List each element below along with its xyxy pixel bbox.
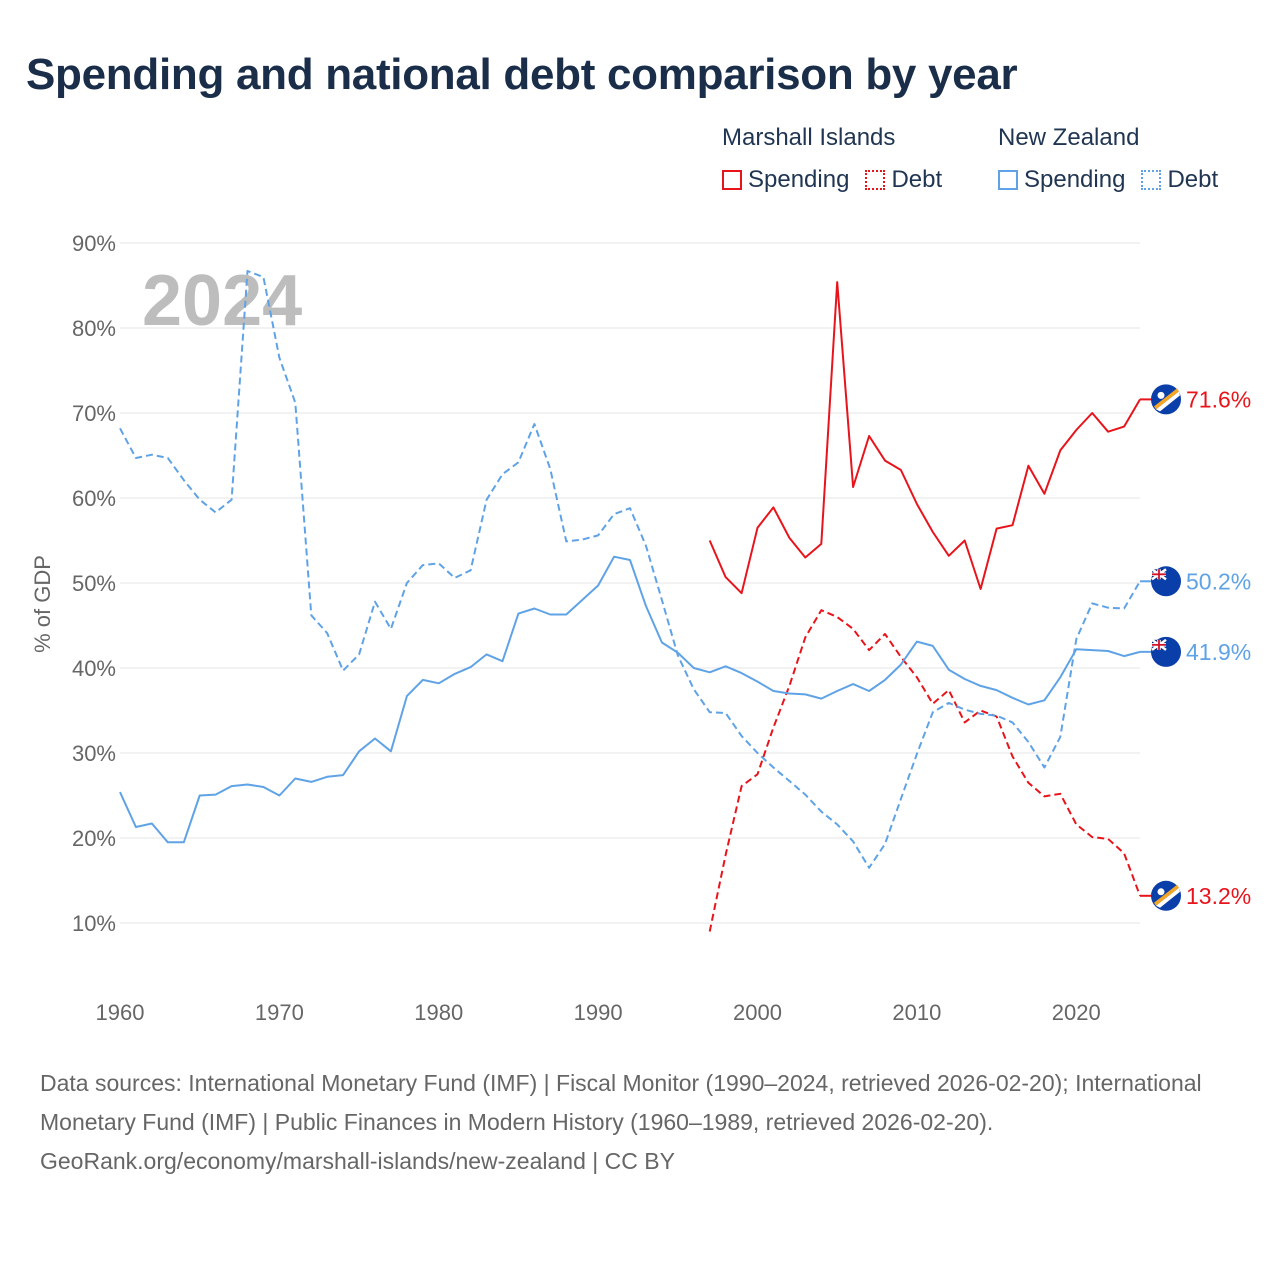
x-axis: 1960 1970 1980 1990 2000 2010 2020 — [96, 1000, 1101, 1025]
legend-item-nz-debt[interactable]: Debt — [1141, 166, 1218, 194]
chart-title: Spending and national debt comparison by… — [26, 50, 1018, 99]
x-tick-label: 1960 — [96, 1000, 145, 1025]
marshall-islands-flag-icon — [1151, 880, 1181, 911]
y-tick-label: 30% — [72, 741, 116, 766]
y-tick-label: 60% — [72, 486, 116, 511]
y-tick-label: 70% — [72, 401, 116, 426]
new-zealand-flag-icon — [1151, 566, 1181, 597]
credit-link[interactable]: GeoRank.org/economy/marshall-islands/new… — [40, 1148, 675, 1174]
legend-new-zealand: New Zealand Spending Debt — [998, 124, 1218, 194]
y-tick-label: 90% — [72, 231, 116, 256]
end-value-label: 13.2% — [1186, 883, 1251, 909]
x-tick-label: 1970 — [255, 1000, 304, 1025]
legend-item-label: Debt — [891, 166, 943, 193]
legend-country-label: Marshall Islands — [722, 124, 896, 151]
grid — [120, 242, 1140, 924]
x-tick-label: 2000 — [733, 1000, 782, 1025]
legend-item-marshall-debt[interactable]: Debt — [865, 166, 942, 194]
solid-swatch-icon — [998, 170, 1018, 190]
x-tick-label: 1980 — [414, 1000, 463, 1025]
line-chart: 2024 10% 20% 30% 40% 50% 60% 70% 80% 90% 1960 197… — [30, 231, 1251, 1025]
solid-swatch-icon — [722, 170, 742, 190]
y-tick-label: 80% — [72, 316, 116, 341]
x-tick-label: 1990 — [574, 1000, 623, 1025]
y-tick-label: 10% — [72, 911, 116, 936]
marshall-islands-flag-icon — [1151, 384, 1181, 415]
footer: Data sources: International Monetary Fun… — [40, 1064, 1240, 1181]
legend-item-marshall-spending[interactable]: Spending — [722, 166, 849, 194]
series-line — [119, 555, 1141, 844]
dotted-swatch-icon — [1141, 170, 1162, 190]
series-line — [708, 609, 1141, 932]
y-axis: 10% 20% 30% 40% 50% 60% 70% 80% 90% — [72, 231, 116, 936]
x-tick-label: 2010 — [892, 1000, 941, 1025]
x-tick-label: 2020 — [1052, 1000, 1101, 1025]
new-zealand-flag-icon — [1151, 636, 1181, 667]
end-value-label: 50.2% — [1186, 568, 1251, 594]
data-sources: Data sources: International Monetary Fun… — [40, 1070, 1202, 1135]
legend-country-label: New Zealand — [998, 124, 1140, 151]
watermark-year: 2024 — [142, 261, 302, 341]
dotted-swatch-icon — [865, 170, 886, 190]
legend-item-label: Debt — [1167, 166, 1219, 193]
y-tick-label: 20% — [72, 826, 116, 851]
series — [119, 270, 1141, 932]
end-value-label: 41.9% — [1186, 639, 1251, 665]
end-value-label: 71.6% — [1186, 386, 1251, 412]
legend-marshall-islands: Marshall Islands Spending Debt — [722, 124, 942, 194]
y-tick-label: 50% — [72, 571, 116, 596]
legend-item-label: Spending — [748, 166, 850, 193]
legend-item-label: Spending — [1024, 166, 1126, 193]
legend-item-nz-spending[interactable]: Spending — [998, 166, 1125, 194]
end-markers: 71.6% 13.2% 41.9% 50.2% — [1140, 384, 1251, 911]
y-axis-label: % of GDP — [30, 555, 55, 653]
series-line — [708, 281, 1141, 595]
y-tick-label: 40% — [72, 656, 116, 681]
series-line — [119, 270, 1141, 869]
